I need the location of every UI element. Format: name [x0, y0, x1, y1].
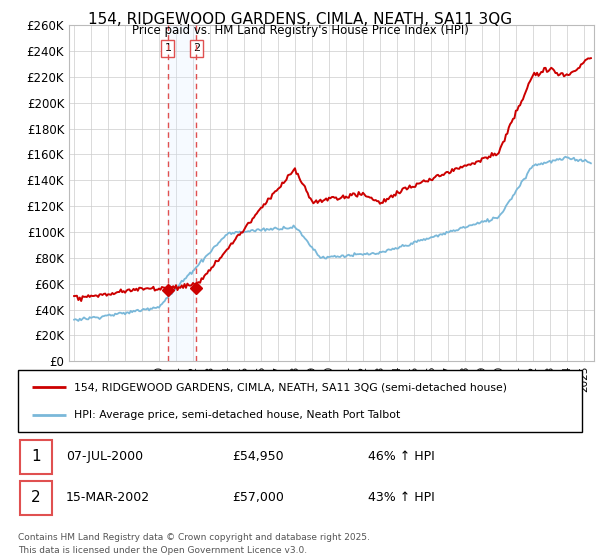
Bar: [20, 440, 52, 474]
Text: Contains HM Land Registry data © Crown copyright and database right 2025.
This d: Contains HM Land Registry data © Crown c…: [18, 533, 370, 554]
Text: 15-MAR-2002: 15-MAR-2002: [66, 491, 150, 505]
Text: £54,950: £54,950: [232, 450, 284, 464]
Text: 2: 2: [193, 44, 200, 53]
Text: 154, RIDGEWOOD GARDENS, CIMLA, NEATH, SA11 3QG (semi-detached house): 154, RIDGEWOOD GARDENS, CIMLA, NEATH, SA…: [74, 382, 508, 392]
Text: 1: 1: [31, 450, 41, 464]
Text: 1: 1: [164, 44, 172, 53]
Bar: [20, 481, 52, 515]
Text: 154, RIDGEWOOD GARDENS, CIMLA, NEATH, SA11 3QG: 154, RIDGEWOOD GARDENS, CIMLA, NEATH, SA…: [88, 12, 512, 27]
Text: 43% ↑ HPI: 43% ↑ HPI: [368, 491, 434, 505]
Bar: [168, 25, 196, 361]
Text: 46% ↑ HPI: 46% ↑ HPI: [368, 450, 434, 464]
Text: 07-JUL-2000: 07-JUL-2000: [66, 450, 143, 464]
Text: Price paid vs. HM Land Registry's House Price Index (HPI): Price paid vs. HM Land Registry's House …: [131, 24, 469, 36]
Text: HPI: Average price, semi-detached house, Neath Port Talbot: HPI: Average price, semi-detached house,…: [74, 410, 401, 421]
Text: £57,000: £57,000: [232, 491, 284, 505]
Text: 2: 2: [31, 491, 41, 505]
